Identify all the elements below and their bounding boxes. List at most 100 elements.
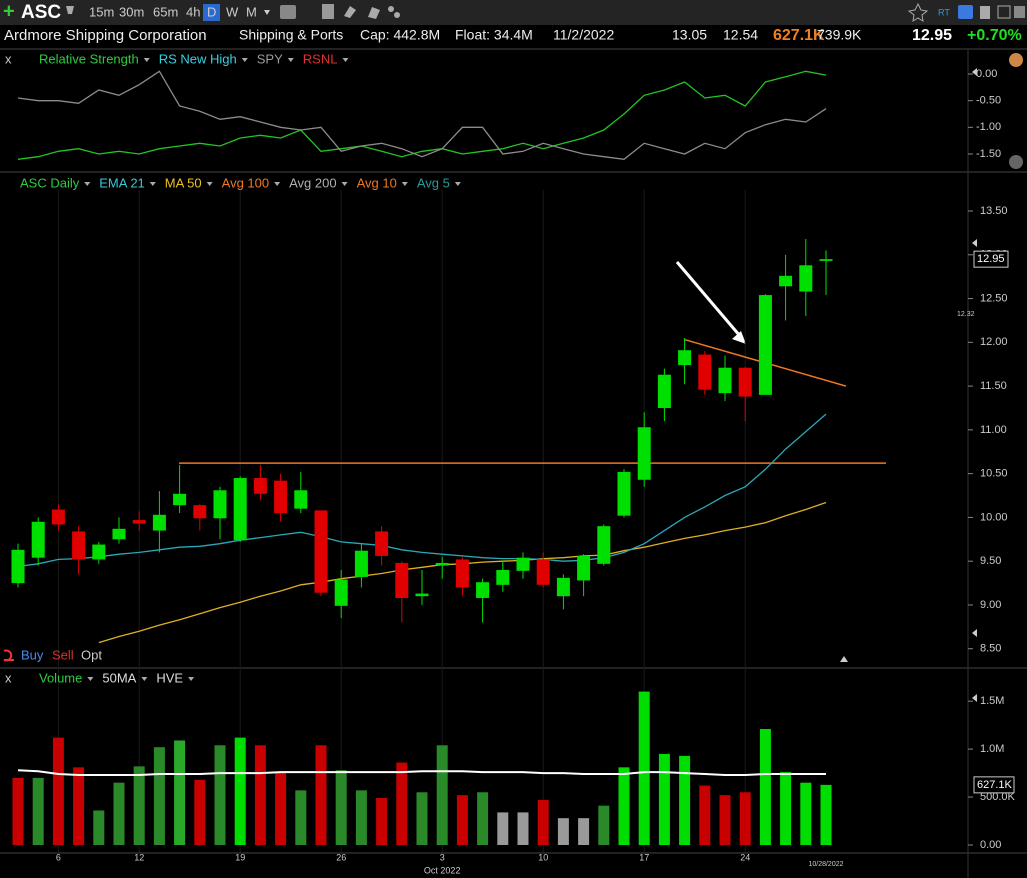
y-tick-label: 9.50 — [980, 555, 1001, 567]
tool-icon[interactable] — [368, 7, 380, 19]
y-tick-label: 10.50 — [980, 468, 1008, 480]
calc-icon[interactable] — [322, 4, 334, 19]
annotation-arrowhead — [732, 331, 746, 344]
last-price-box — [973, 250, 1009, 268]
volume-bar — [396, 762, 408, 845]
volume-bar — [477, 792, 489, 845]
collapse-icon[interactable] — [1009, 155, 1023, 169]
volume: 627.1K — [773, 27, 825, 44]
candle-body — [11, 549, 25, 584]
x-tick-label: 3 — [440, 852, 445, 862]
volume-bar — [780, 772, 792, 845]
legend-item[interactable]: Avg 200 — [289, 175, 336, 190]
volume-bar — [52, 737, 64, 845]
volume-bar — [537, 799, 549, 845]
volume-bar — [113, 782, 125, 845]
candle-body — [617, 471, 631, 516]
candle-body — [294, 490, 308, 509]
y-tick-label: 10.00 — [980, 511, 1008, 523]
y-tick-label: 0.00 — [980, 839, 1001, 851]
symbol[interactable]: ASC — [21, 2, 61, 23]
candle-body — [657, 374, 671, 408]
day-high: 13.05 — [672, 27, 707, 43]
candle-body — [738, 367, 752, 397]
candle-body — [455, 559, 469, 588]
volume-bar — [12, 777, 24, 845]
change: +0.70% — [967, 27, 1022, 44]
x-tick-label: 19 — [235, 852, 245, 862]
volume-bar — [335, 770, 347, 845]
legend-dropdown — [454, 182, 461, 186]
close-button[interactable]: x — [5, 670, 12, 685]
volume-bar — [133, 766, 145, 845]
interval[interactable]: W — [226, 4, 239, 19]
close-icon[interactable] — [1014, 6, 1025, 18]
legend-item[interactable]: RS New High — [159, 51, 237, 66]
volume-bar — [234, 737, 246, 845]
legend-item[interactable]: ASC Daily — [20, 175, 80, 190]
draw-icon[interactable] — [344, 6, 356, 18]
volume-bar — [557, 818, 569, 845]
order-button[interactable]: Buy — [21, 647, 44, 662]
interval[interactable]: 4h — [186, 4, 200, 19]
volume-bar — [759, 728, 771, 845]
social-icon[interactable] — [958, 5, 973, 19]
x-tick-label: 17 — [639, 852, 649, 862]
legend-item[interactable]: HVE — [156, 670, 183, 685]
volume-bar — [719, 795, 731, 845]
legend-dropdown — [149, 182, 156, 186]
candle-body — [779, 275, 793, 287]
legend-item[interactable]: Avg 100 — [222, 175, 269, 190]
legend-item[interactable]: EMA 21 — [99, 175, 145, 190]
y-tick-label: 11.50 — [980, 380, 1007, 392]
last-volume-label: 627.1K — [977, 779, 1013, 791]
max-icon[interactable] — [997, 5, 1011, 19]
volume-bar — [194, 779, 206, 845]
interval[interactable]: 15m — [89, 4, 114, 19]
rs-line — [17, 70, 827, 160]
legend-item[interactable]: Avg 10 — [357, 175, 397, 190]
expand-icon[interactable] — [840, 656, 848, 662]
volume-bar — [295, 790, 307, 845]
x-tick-label: 10 — [538, 852, 548, 862]
alert-icon[interactable] — [66, 6, 74, 14]
price-marker-label: 12.32 — [957, 311, 975, 318]
palette-icon[interactable] — [1009, 53, 1023, 67]
trade-icon[interactable] — [3, 649, 14, 662]
star-icon[interactable] — [907, 2, 929, 22]
candle-body — [536, 559, 550, 585]
legend-item[interactable]: MA 50 — [165, 175, 202, 190]
close-button[interactable]: x — [5, 51, 12, 66]
order-button[interactable]: Sell — [52, 647, 74, 662]
legend-item[interactable]: Volume — [39, 670, 82, 685]
y-tick-label: 500.0K — [980, 791, 1016, 803]
chart-type-icon[interactable] — [280, 5, 296, 19]
legend-item[interactable]: 50MA — [102, 670, 136, 685]
x-tick-label: 26 — [336, 852, 346, 862]
volume-bar — [800, 782, 812, 845]
volume-ma-line — [17, 769, 826, 776]
candle-body — [193, 505, 207, 519]
add-icon[interactable]: + — [3, 0, 15, 22]
y-tick-label: 1.5M — [980, 695, 1004, 707]
volume-bar — [275, 772, 287, 845]
candle-body — [314, 510, 328, 593]
legend-dropdown — [141, 677, 148, 681]
legend-item[interactable]: Relative Strength — [39, 51, 139, 66]
legend-item[interactable]: Avg 5 — [417, 175, 450, 190]
share-icon[interactable] — [388, 6, 394, 12]
legend-item[interactable]: RSNL — [303, 51, 338, 66]
y-tick-label: 1.0M — [980, 743, 1004, 755]
date: 11/2/2022 — [553, 27, 614, 43]
volume-bar — [93, 810, 105, 845]
order-button[interactable]: Opt — [81, 647, 102, 662]
candle-body — [637, 427, 651, 480]
interval[interactable]: M — [246, 4, 257, 19]
doc-icon[interactable] — [980, 6, 990, 19]
interval[interactable]: 65m — [153, 4, 178, 19]
interval[interactable]: D — [207, 4, 216, 19]
legend-item[interactable]: SPY — [257, 51, 283, 66]
interval[interactable]: 30m — [119, 4, 144, 19]
volume-bar — [456, 795, 468, 845]
